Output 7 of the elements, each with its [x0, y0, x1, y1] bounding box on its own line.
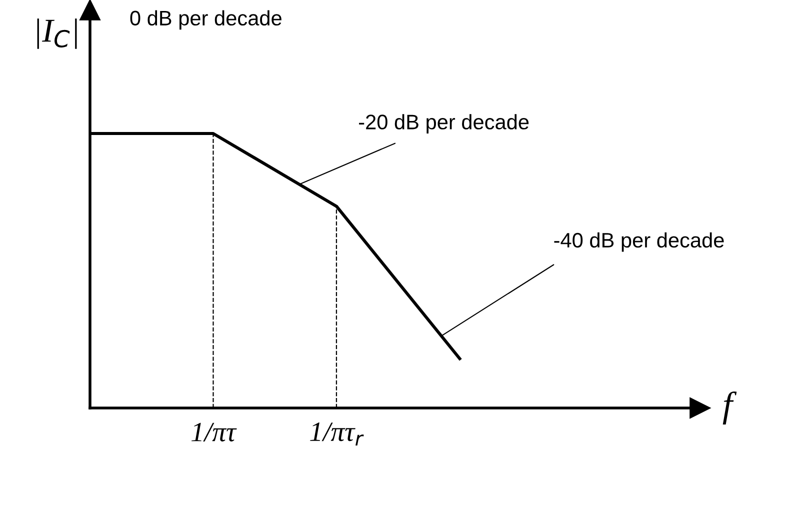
y-axis-title: |I$_{C}$|	[37, 18, 77, 49]
text: 0 dB per decade	[130, 10, 282, 30]
text: f	[722, 391, 737, 425]
x-tick-label: 1/πτ$_{r}$	[310, 422, 364, 446]
annotation: -20 dB per decade	[359, 114, 529, 134]
text: -40 dB per decade	[554, 232, 724, 252]
x-tick-label: 1/πτ	[191, 422, 237, 442]
